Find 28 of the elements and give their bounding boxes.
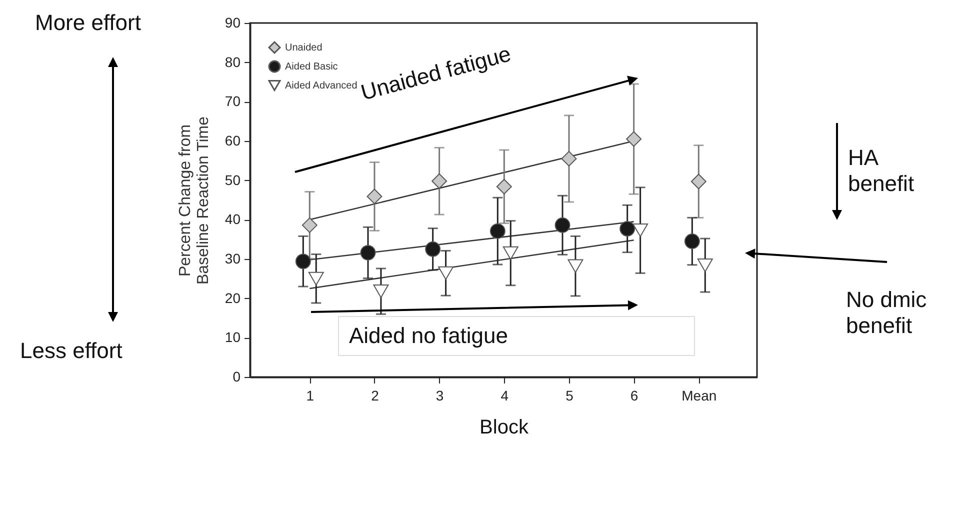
legend-label: Aided Basic (285, 62, 338, 72)
annotation: Aided no fatigue (338, 316, 695, 356)
text: More effort (35, 10, 141, 36)
text: No dmic benefit (846, 287, 928, 340)
y-tick-label: 30 (224, 250, 241, 266)
x-axis-title: Block (480, 416, 530, 438)
x-tick-label: 1 (306, 388, 314, 404)
y-tick-label: 10 (224, 329, 241, 346)
legend-label: Aided Advanced (285, 80, 358, 92)
x-tick-label: 2 (371, 388, 380, 404)
annotation: Unaided fatigue (358, 41, 514, 106)
x-tick-label: 5 (566, 388, 574, 404)
y-tick-label: 70 (224, 93, 241, 110)
text: Less effort (20, 338, 122, 364)
y-tick-label: 20 (224, 290, 241, 306)
y-tick-label: 40 (224, 211, 241, 228)
y-tick-label: 90 (224, 14, 241, 30)
y-tick-label: 60 (224, 132, 241, 148)
x-tick-label: Mean (682, 388, 717, 404)
y-axis-title: Percent Change from Baseline Reaction Time (176, 116, 212, 285)
y-tick-label: 0 (232, 368, 241, 384)
legend-label: Unaided (285, 42, 322, 54)
text: HA benefit (848, 145, 916, 198)
x-tick-label: 4 (500, 388, 509, 404)
y-tick-label: 80 (224, 54, 241, 70)
y-tick-label: 50 (224, 172, 241, 188)
x-tick-label: 3 (436, 388, 444, 404)
x-tick-label: 6 (630, 388, 638, 404)
